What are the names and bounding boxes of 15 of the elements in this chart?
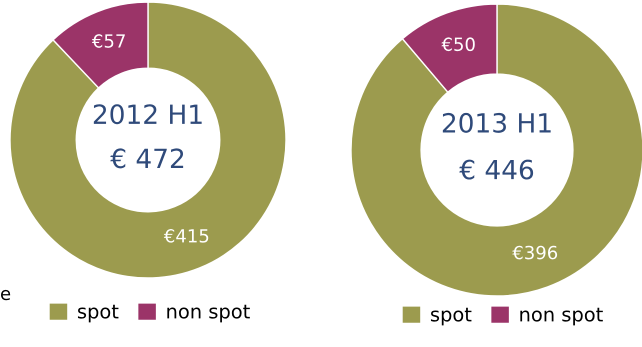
- legend-label: spot: [78, 304, 118, 322]
- data-label: €57: [92, 34, 125, 48]
- legend-label: spot: [430, 308, 472, 326]
- donut-slice: [9, 1, 287, 279]
- data-label: €415: [164, 229, 208, 243]
- text: € 446: [459, 160, 534, 180]
- donut-slice: [350, 3, 642, 297]
- text: e: [0, 290, 10, 300]
- text: 2012 H1: [94, 104, 202, 124]
- text: € 472: [110, 148, 184, 168]
- data-label: €50: [441, 37, 475, 52]
- legend-label: non spot: [520, 308, 603, 326]
- legend-label: non spot: [167, 304, 250, 322]
- data-label: €396: [512, 246, 558, 260]
- text: 2013 H1: [442, 112, 551, 133]
